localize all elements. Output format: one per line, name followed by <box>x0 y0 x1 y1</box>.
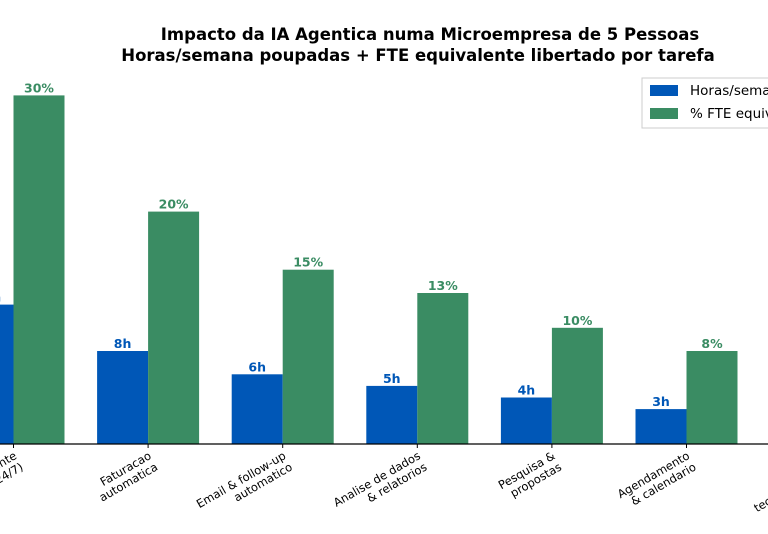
bar-hours-4 <box>500 397 552 444</box>
x-tick-label-6: Suportetecnico interno <box>745 448 768 515</box>
data-label-fte-2: 15% <box>293 255 323 270</box>
bar-fte-3 <box>417 293 469 444</box>
legend: Horas/semana poupadas % FTE equivalente <box>641 77 768 129</box>
data-label-hours-2: 6h <box>248 359 266 374</box>
bar-fte-2 <box>282 269 334 444</box>
legend-swatch-fte <box>650 108 678 119</box>
bar-fte-1 <box>148 211 200 444</box>
chart-subtitle: Horas/semana poupadas + FTE equivalente … <box>121 46 714 65</box>
data-label-fte-4: 10% <box>562 313 592 328</box>
legend-label-fte: % FTE equivalente <box>690 106 768 122</box>
bar-hours-3 <box>366 385 418 444</box>
x-tick-label-5: Agendamento& calendario <box>615 448 699 512</box>
x-tick-label-6-line-1: tecnico interno <box>751 460 768 515</box>
x-tick-label-1: Faturacaoautomatica <box>90 448 160 504</box>
legend-label-hours: Horas/semana poupadas <box>690 83 768 99</box>
chart-title: Impacto da IA Agentica numa Microempresa… <box>161 25 700 44</box>
bar-hours-1 <box>97 351 149 444</box>
data-label-hours-5: 3h <box>652 394 670 409</box>
data-label-hours-1: 8h <box>114 336 132 351</box>
x-tick-labels-group: Suporte ao cliente(24/7) Faturacaoautomat… <box>0 444 768 524</box>
bar-hours-5 <box>635 409 687 444</box>
data-label-hours-3: 5h <box>383 371 401 386</box>
x-tick-label-0: Suporte ao cliente(24/7) <box>0 448 26 524</box>
bar-fte-5 <box>686 351 738 444</box>
data-label-hours-0: 12h <box>0 290 1 305</box>
data-label-fte-1: 20% <box>159 197 189 212</box>
legend-swatch-hours <box>650 85 678 96</box>
x-tick-label-4: Pesquisa &propostas <box>496 448 564 503</box>
bars-group <box>0 95 738 445</box>
bar-hours-0 <box>0 304 14 444</box>
x-tick-label-2: Email & follow-upautomatico <box>194 448 295 522</box>
data-label-fte-5: 8% <box>701 336 723 351</box>
bar-hours-2 <box>231 374 283 444</box>
x-tick-label-3: Analise de dados& relatorios <box>331 448 429 520</box>
bar-fte-0 <box>13 95 65 445</box>
data-label-hours-4: 4h <box>518 383 536 398</box>
bar-fte-4 <box>551 327 603 444</box>
data-label-fte-3: 13% <box>428 278 458 293</box>
data-label-fte-0: 30% <box>24 80 54 95</box>
